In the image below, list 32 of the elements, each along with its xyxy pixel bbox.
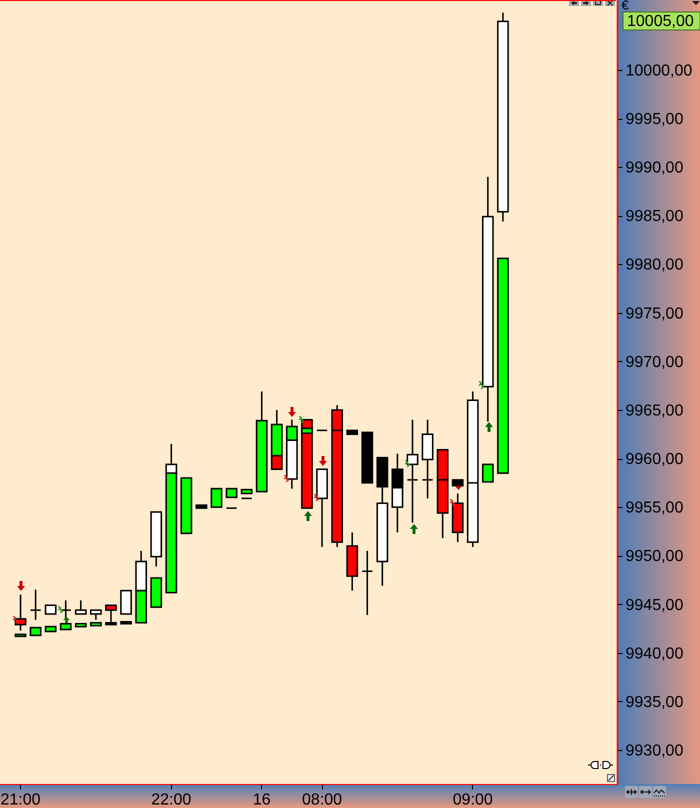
candlestick <box>30 588 42 621</box>
x-tick-label: 22:00 <box>151 792 192 808</box>
candlestick <box>74 600 87 615</box>
x-tick-label: 21:00 <box>0 792 41 808</box>
y-tick-label: 9955,00 <box>626 500 684 517</box>
candlestick <box>90 609 102 621</box>
text: 10005,00 <box>627 13 694 30</box>
candlestick <box>361 550 374 616</box>
candlestick <box>331 404 343 548</box>
candlestick <box>422 418 434 500</box>
candlestick <box>482 464 494 483</box>
y-tick-label: 9930,00 <box>626 742 684 760</box>
candlestick <box>120 590 132 615</box>
y-tick-label: 9980,00 <box>626 256 684 274</box>
y-tick-label: 9950,00 <box>626 548 684 566</box>
x-tick-label: 16 <box>252 792 271 808</box>
candlestick <box>466 390 479 548</box>
x-tick-label: 08:00 <box>302 792 342 808</box>
y-tick-label: 9975,00 <box>626 305 684 322</box>
y-axis-title: € <box>622 0 630 12</box>
y-tick-label: 9940,00 <box>626 645 684 662</box>
y-tick-label: 9985,00 <box>626 208 684 226</box>
y-tick-label: 9960,00 <box>626 451 684 468</box>
y-tick-label: 9965,00 <box>626 402 684 420</box>
y-tick-label: 10000,00 <box>626 62 692 80</box>
y-tick-label: 9945,00 <box>626 596 684 614</box>
y-tick-label: 9995,00 <box>626 111 684 128</box>
x-tick-label: 09:00 <box>452 792 493 808</box>
y-tick-label: 9990,00 <box>626 160 684 177</box>
y-tick-label: 9935,00 <box>626 694 684 711</box>
y-tick-label: 9970,00 <box>626 354 684 371</box>
candlestick <box>210 488 222 508</box>
